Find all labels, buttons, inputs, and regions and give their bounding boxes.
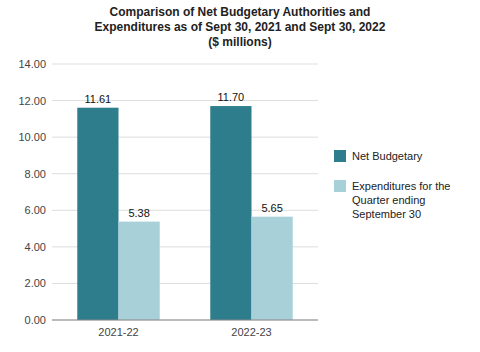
title-line: Expenditures as of Sept 30, 2021 and Sep… xyxy=(95,20,386,34)
y-tick-label: 2.00 xyxy=(25,277,46,289)
legend-label: Net Budgetary xyxy=(352,150,423,162)
x-tick-label: 2021-22 xyxy=(98,326,138,338)
legend-label-line: Expenditures for the xyxy=(352,180,450,192)
page: {"chart_data": {"type": "bar", "title": … xyxy=(0,0,480,352)
y-tick-label: 0.00 xyxy=(25,314,46,326)
legend: Net Budgetary Expenditures for the Quarter… xyxy=(334,150,450,220)
data-label: 11.61 xyxy=(85,93,112,105)
legend-label-line: Net Budgetary xyxy=(352,150,423,162)
grid-line xyxy=(52,64,318,65)
data-labels: 11.61 11.70 5.38 5.65 xyxy=(85,91,283,219)
bars xyxy=(77,106,292,320)
y-tick-label: 12.00 xyxy=(18,95,46,107)
legend-swatch xyxy=(334,180,346,192)
legend-label: Expenditures for the Quarter ending Septem… xyxy=(352,180,450,220)
y-tick-label: 10.00 xyxy=(18,131,46,143)
title-line: Comparison of Net Budgetary Authorities … xyxy=(110,5,371,19)
legend-label-line: September 30 xyxy=(352,208,421,220)
grid xyxy=(52,64,318,320)
x-tick-label: 2022-23 xyxy=(231,326,271,338)
chart: Comparison of Net Budgetary Authorities … xyxy=(0,0,480,352)
x-axis: 2021-22 2022-23 xyxy=(52,320,318,338)
y-tick-label: 6.00 xyxy=(25,204,46,216)
bar xyxy=(210,106,251,320)
legend-swatch xyxy=(334,150,346,162)
data-label: 11.70 xyxy=(218,91,245,103)
data-label: 5.38 xyxy=(128,207,149,219)
x-axis-line xyxy=(52,320,318,321)
legend-label-line: Quarter ending xyxy=(352,194,425,206)
bar xyxy=(252,217,293,320)
y-tick-label: 4.00 xyxy=(25,241,46,253)
y-tick-label: 8.00 xyxy=(25,168,46,180)
y-tick-label: 14.00 xyxy=(18,58,46,70)
title: Comparison of Net Budgetary Authorities … xyxy=(95,5,386,49)
bar xyxy=(119,222,160,320)
grid-line xyxy=(52,320,318,321)
data-label: 5.65 xyxy=(261,202,282,214)
y-axis: 0.00 2.00 4.00 6.00 8.00 10.00 12.00 14.00 xyxy=(18,58,46,326)
bar xyxy=(77,108,118,320)
title-line: ($ millions) xyxy=(208,35,271,49)
